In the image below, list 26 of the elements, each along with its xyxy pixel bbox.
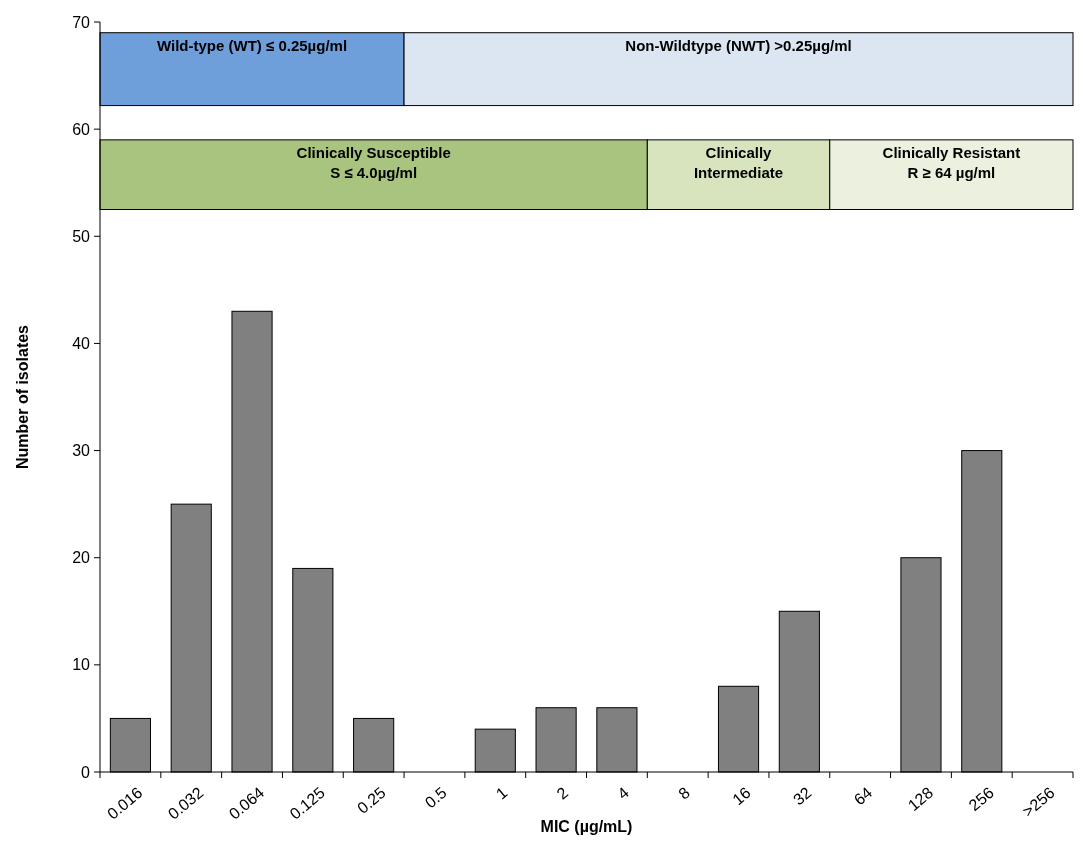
y-tick-label: 40 xyxy=(72,335,91,353)
x-tick-label: 2 xyxy=(553,783,572,803)
y-axis-title: Number of isolates xyxy=(14,324,31,470)
x-tick-label: 256 xyxy=(965,783,998,815)
band-label: Wild-type (WT) ≤ 0.25µg/ml xyxy=(156,36,348,54)
band-label: Non-Wildtype (NWT) >0.25µg/ml xyxy=(625,36,852,54)
band-label: Clinically Resistant R ≥ 64 µg/ml xyxy=(882,143,1021,181)
y-tick-label: 20 xyxy=(72,549,91,567)
x-axis-title: MIC (µg/mL) xyxy=(540,818,633,835)
band-label: Clinically Susceptible S ≤ 4.0µg/ml xyxy=(296,143,451,181)
band-label: Clinically Intermediate xyxy=(693,143,784,181)
x-tick-label: 0.25 xyxy=(354,783,389,817)
y-tick-label: 10 xyxy=(72,656,91,674)
x-tick-label: 1 xyxy=(492,783,511,803)
y-tick-label: 60 xyxy=(72,120,91,138)
y-tick-label: 30 xyxy=(72,442,91,460)
x-tick-label: 4 xyxy=(614,783,633,803)
y-tick-label: 70 xyxy=(72,13,91,31)
y-tick-label: 50 xyxy=(72,227,91,245)
x-tick-label: 64 xyxy=(850,783,876,809)
x-tick-label: 32 xyxy=(789,783,815,809)
x-tick-label: 8 xyxy=(675,783,693,803)
x-tick-label: 128 xyxy=(904,783,937,815)
x-tick-label: 16 xyxy=(729,783,754,809)
y-tick-label: 0 xyxy=(81,763,91,781)
x-tick-label: 0.5 xyxy=(421,783,450,812)
